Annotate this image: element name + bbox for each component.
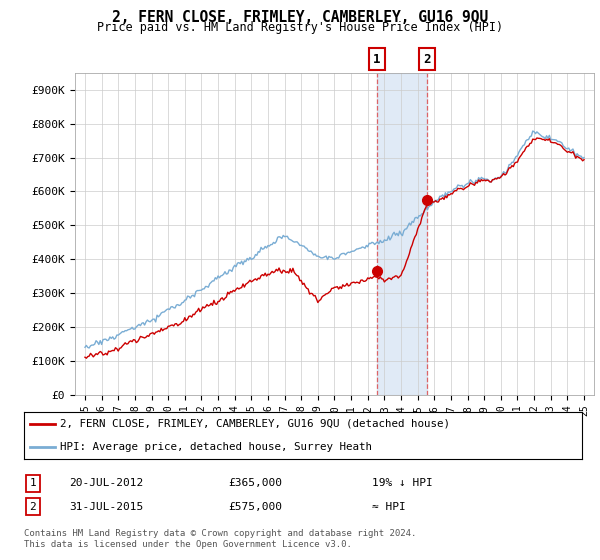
Bar [377, 73, 427, 395]
Text: HPI: Average price, detached house, Surrey Heath: HPI: Average price, detached house, Surr… [60, 442, 372, 452]
Text: 2, FERN CLOSE, FRIMLEY, CAMBERLEY, GU16 9QU (detached house): 2, FERN CLOSE, FRIMLEY, CAMBERLEY, GU16 … [60, 418, 450, 428]
Text: 2: 2 [424, 53, 431, 66]
Text: Price paid vs. HM Land Registry's House Price Index (HPI): Price paid vs. HM Land Registry's House … [97, 21, 503, 34]
Text: ≈ HPI: ≈ HPI [372, 502, 406, 512]
Text: 1: 1 [373, 53, 380, 66]
Text: 20-JUL-2012: 20-JUL-2012 [69, 478, 143, 488]
Text: Contains HM Land Registry data © Crown copyright and database right 2024.
This d: Contains HM Land Registry data © Crown c… [24, 529, 416, 549]
Text: 2, FERN CLOSE, FRIMLEY, CAMBERLEY, GU16 9QU: 2, FERN CLOSE, FRIMLEY, CAMBERLEY, GU16 … [112, 10, 488, 25]
Text: 1: 1 [29, 478, 37, 488]
Text: £575,000: £575,000 [228, 502, 282, 512]
Text: 31-JUL-2015: 31-JUL-2015 [69, 502, 143, 512]
Text: 19% ↓ HPI: 19% ↓ HPI [372, 478, 433, 488]
Text: 2: 2 [29, 502, 37, 512]
Text: £365,000: £365,000 [228, 478, 282, 488]
